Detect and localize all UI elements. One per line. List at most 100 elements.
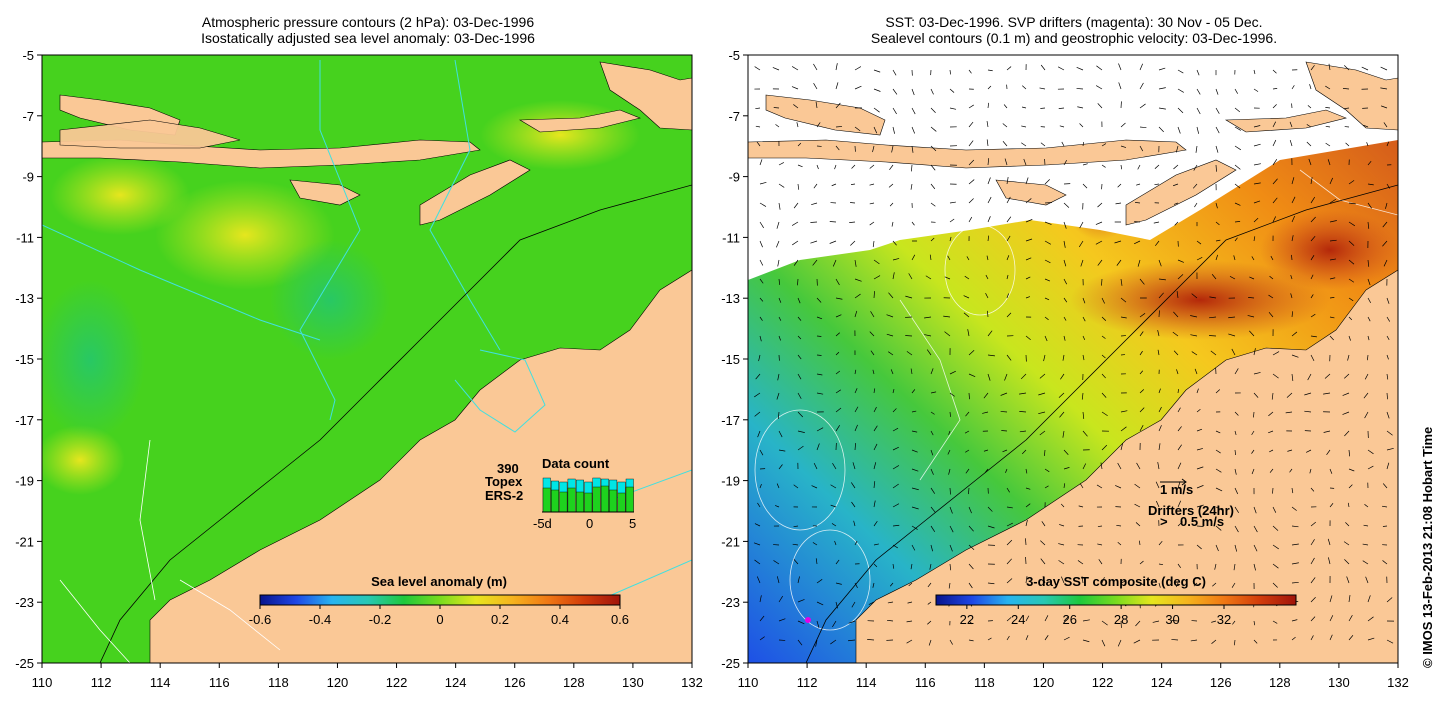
velocity-arrow — [1215, 449, 1221, 454]
velocity-arrow — [1215, 487, 1223, 492]
velocity-arrow — [1173, 311, 1179, 318]
velocity-arrow — [1367, 616, 1374, 622]
velocity-arrow — [1310, 196, 1316, 204]
velocity-arrow — [775, 505, 780, 508]
velocity-arrow — [1116, 259, 1122, 266]
velocity-arrow — [1289, 121, 1293, 128]
velocity-arrow — [1348, 202, 1356, 205]
velocity-arrow — [947, 255, 951, 261]
velocity-arrow — [1079, 123, 1084, 128]
right-axes: 110 112 114 116 118 120 122 124 126 128 130 132 -5 -7… — [721, 48, 1409, 690]
velocity-arrow — [911, 449, 918, 453]
velocity-arrow — [1272, 139, 1277, 147]
velocity-arrow — [1196, 408, 1201, 413]
velocity-arrow — [1309, 468, 1312, 474]
velocity-arrow — [1139, 313, 1146, 318]
velocity-arrow — [906, 351, 913, 356]
velocity-arrow — [792, 543, 799, 546]
velocity-arrow — [1380, 105, 1388, 109]
velocity-arrow — [1120, 443, 1124, 451]
velocity-arrow — [759, 259, 764, 266]
velocity-arrow — [1118, 82, 1122, 90]
velocity-arrow — [1253, 620, 1256, 626]
velocity-arrow — [1157, 349, 1160, 356]
velocity-arrow — [1158, 87, 1166, 90]
velocity-arrow — [1285, 411, 1293, 414]
velocity-arrow — [1078, 505, 1084, 508]
velocity-arrow — [911, 410, 917, 413]
velocity-arrow — [816, 427, 824, 432]
sla-colorbar-title: Sea level anomaly (m) — [371, 574, 507, 589]
velocity-arrow — [1063, 483, 1066, 489]
velocity-arrow — [1174, 221, 1179, 226]
velocity-arrow — [759, 335, 762, 342]
velocity-arrow — [1158, 292, 1164, 299]
velocity-arrow — [1272, 487, 1274, 494]
velocity-arrow — [1215, 145, 1219, 153]
velocity-arrow — [891, 221, 894, 227]
velocity-arrow — [1348, 635, 1354, 641]
velocity-arrow — [850, 202, 856, 204]
velocity-arrow — [1006, 177, 1009, 185]
velocity-arrow — [1057, 66, 1065, 71]
velocity-arrow — [815, 101, 818, 109]
velocity-arrow — [968, 121, 974, 128]
velocity-arrow — [793, 202, 799, 209]
velocity-arrow — [965, 411, 970, 417]
velocity-arrow — [930, 183, 936, 190]
velocity-arrow — [797, 335, 802, 340]
velocity-arrow — [1348, 595, 1351, 603]
velocity-arrow — [888, 183, 894, 188]
velocity-arrow — [1040, 540, 1046, 546]
velocity-arrow — [776, 576, 780, 584]
velocity-arrow — [1272, 525, 1279, 531]
velocity-arrow — [776, 240, 780, 248]
velocity-arrow — [1101, 411, 1108, 417]
velocity-arrow — [1120, 426, 1127, 432]
velocity-arrow — [1231, 582, 1236, 588]
velocity-arrow — [1154, 164, 1160, 169]
velocity-arrow — [872, 145, 875, 153]
velocity-arrow — [949, 563, 952, 571]
velocity-arrow — [968, 198, 974, 204]
velocity-arrow — [797, 316, 802, 321]
velocity-arrow — [813, 183, 818, 189]
velocity-arrow — [1386, 430, 1393, 436]
velocity-arrow — [1101, 639, 1106, 647]
velocity-arrow — [887, 601, 894, 604]
velocity-arrow — [1291, 177, 1295, 185]
velocity-arrow — [1325, 125, 1331, 128]
velocity-arrow — [1019, 430, 1027, 433]
velocity-arrow — [1120, 164, 1123, 170]
velocity-arrow — [1058, 560, 1065, 565]
velocity-arrow — [759, 240, 763, 248]
y-tick-label: -9 — [22, 170, 34, 185]
velocity-arrow — [927, 582, 932, 588]
velocity-arrow — [1272, 373, 1279, 379]
y-tick-label: -13 — [15, 291, 34, 306]
velocity-arrow — [848, 639, 856, 642]
velocity-arrow — [930, 237, 935, 242]
colorbar-tick-label: 22 — [960, 612, 974, 627]
velocity-arrow — [1386, 183, 1391, 189]
velocity-arrow — [869, 202, 875, 205]
velocity-arrow — [835, 82, 839, 90]
velocity-arrow — [1386, 392, 1388, 400]
velocity-arrow — [1157, 330, 1160, 337]
x-tick-label: 128 — [563, 675, 585, 690]
velocity-arrow — [949, 218, 955, 223]
inset-bar-ers2 — [592, 486, 601, 513]
velocity-arrow — [854, 424, 858, 432]
velocity-arrow — [793, 559, 799, 565]
velocity-arrow — [1025, 335, 1031, 341]
inset-bar-ers2 — [617, 492, 626, 513]
velocity-arrow — [873, 520, 878, 527]
velocity-arrow — [948, 582, 951, 589]
colorbar-tick-label: 0.2 — [491, 612, 509, 627]
velocity-arrow — [1044, 485, 1049, 489]
velocity-arrow — [889, 582, 894, 587]
velocity-arrow — [911, 544, 916, 551]
velocity-arrow — [911, 88, 915, 96]
velocity-arrow — [968, 350, 975, 356]
velocity-arrow — [1081, 392, 1084, 400]
